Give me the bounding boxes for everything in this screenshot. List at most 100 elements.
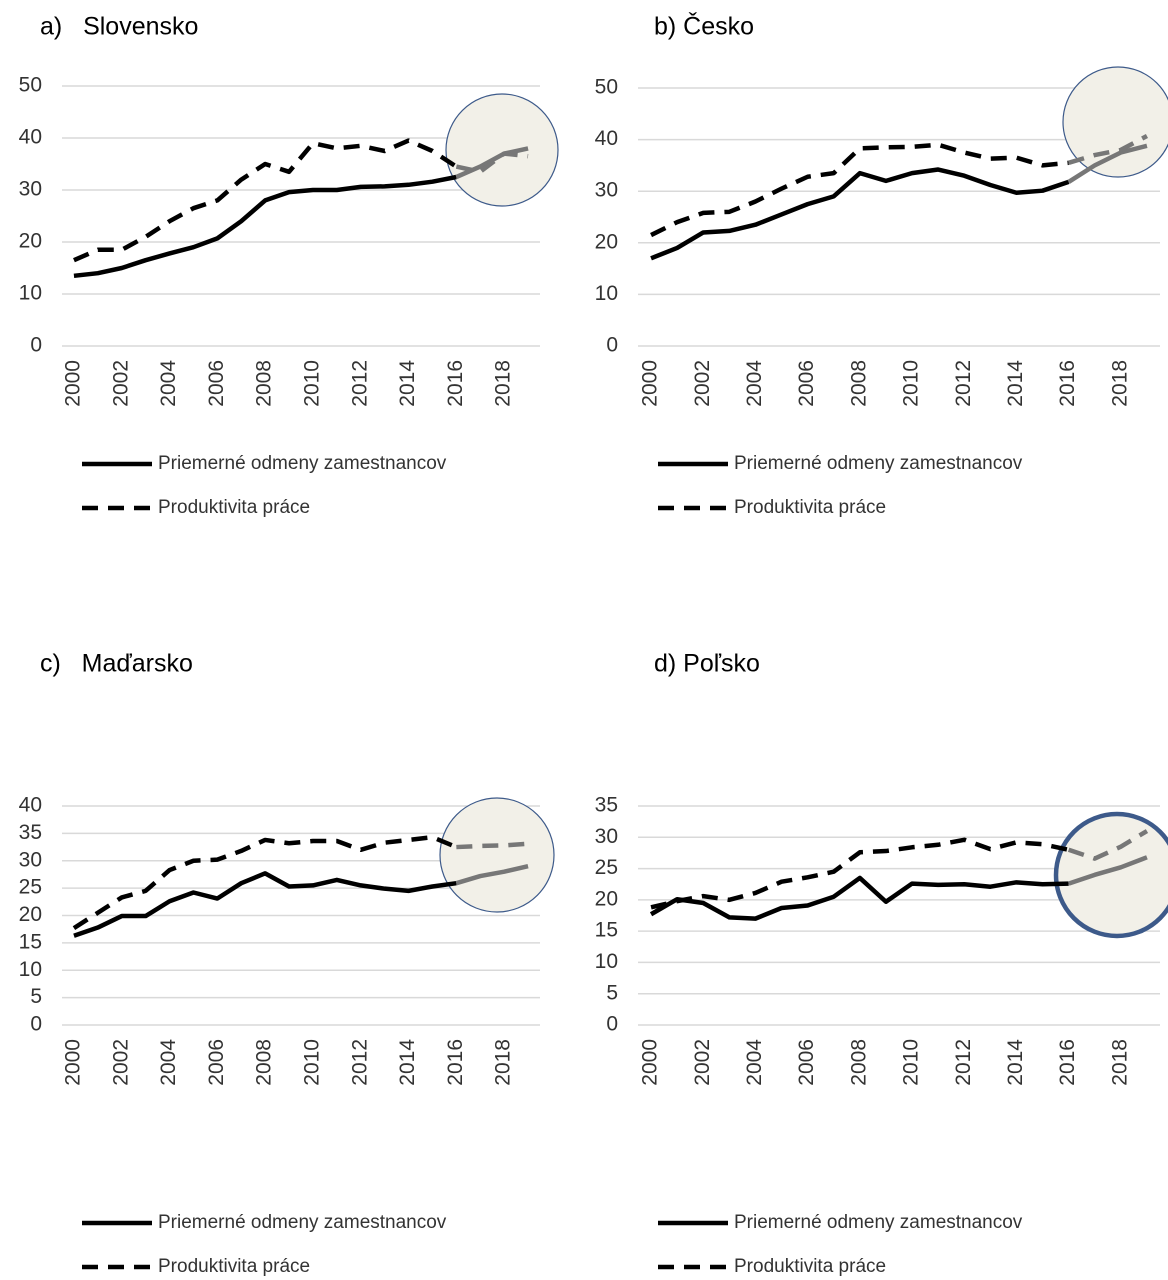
x-tick-label: 2000 xyxy=(61,360,84,407)
highlight-circle xyxy=(1053,811,1168,939)
legend-label: Produktivita práce xyxy=(158,497,310,518)
x-tick-label: 2010 xyxy=(300,1039,323,1086)
legend-label: Priemerné odmeny zamestnancov xyxy=(734,1212,1023,1233)
legend-label: Produktivita práce xyxy=(158,1256,310,1277)
series-line xyxy=(649,875,1069,921)
y-tick-label: 30 xyxy=(595,825,618,848)
y-tick-label: 25 xyxy=(595,856,618,879)
x-tick-label: 2004 xyxy=(743,1039,766,1086)
y-tick-label: 20 xyxy=(595,887,618,910)
y-tick-label: 10 xyxy=(595,950,618,973)
chart-title: b) Česko xyxy=(654,12,754,41)
y-tick-label: 35 xyxy=(595,794,618,817)
series-line xyxy=(73,871,457,938)
x-tick-label: 2004 xyxy=(743,360,766,407)
y-tick-label: 10 xyxy=(19,282,42,305)
x-tick-label: 2004 xyxy=(157,1039,180,1086)
x-tick-label: 2016 xyxy=(1056,360,1079,407)
x-tick-label: 2008 xyxy=(847,360,870,407)
series-line xyxy=(650,167,1070,261)
legend-label: Produktivita práce xyxy=(734,497,886,518)
x-tick-label: 2006 xyxy=(795,360,818,407)
x-tick-label: 2002 xyxy=(109,1039,132,1086)
highlight-circle xyxy=(439,797,555,913)
legend-label: Produktivita práce xyxy=(734,1256,886,1277)
series-line-highlight xyxy=(1067,143,1148,184)
y-tick-label: 20 xyxy=(19,903,42,926)
y-tick-label: 50 xyxy=(19,74,42,97)
y-tick-label: 15 xyxy=(19,930,42,953)
highlight-circle xyxy=(1062,66,1168,178)
y-tick-label: 10 xyxy=(595,282,618,305)
y-tick-label: 15 xyxy=(595,919,618,942)
legend-label: Priemerné odmeny zamestnancov xyxy=(158,453,447,474)
x-tick-label: 2014 xyxy=(396,360,419,407)
x-tick-label: 2012 xyxy=(952,360,975,407)
x-tick-label: 2018 xyxy=(1108,360,1131,407)
x-tick-label: 2016 xyxy=(1056,1039,1079,1086)
x-tick-label: 2012 xyxy=(348,360,371,407)
series-line-highlight xyxy=(456,841,529,850)
y-tick-label: 0 xyxy=(606,334,618,357)
series-line xyxy=(72,834,458,930)
y-tick-label: 10 xyxy=(19,958,42,981)
x-tick-label: 2014 xyxy=(1004,360,1027,407)
x-tick-label: 2016 xyxy=(444,1039,467,1086)
legend-label: Priemerné odmeny zamestnancov xyxy=(734,453,1023,474)
y-tick-label: 40 xyxy=(19,794,42,817)
series-line xyxy=(73,138,458,263)
y-tick-label: 50 xyxy=(595,76,618,99)
y-tick-label: 20 xyxy=(19,230,42,253)
y-tick-label: 0 xyxy=(30,1013,42,1036)
y-tick-label: 0 xyxy=(606,1013,618,1036)
series-line xyxy=(73,174,457,279)
x-tick-label: 2002 xyxy=(691,360,714,407)
series-line-highlight xyxy=(455,151,529,175)
y-tick-label: 30 xyxy=(595,179,618,202)
y-tick-label: 30 xyxy=(19,848,42,871)
series-line xyxy=(650,142,1069,238)
x-tick-label: 2000 xyxy=(639,360,662,407)
y-tick-label: 25 xyxy=(19,876,42,899)
x-tick-label: 2010 xyxy=(300,360,323,407)
x-tick-label: 2006 xyxy=(795,1039,818,1086)
series-line-highlight xyxy=(1067,829,1149,861)
x-tick-label: 2000 xyxy=(61,1039,84,1086)
x-tick-label: 2006 xyxy=(205,360,228,407)
highlight-circle xyxy=(445,93,559,207)
series-line-highlight xyxy=(455,864,529,886)
x-tick-label: 2006 xyxy=(205,1039,228,1086)
x-tick-label: 2010 xyxy=(900,360,923,407)
y-tick-label: 0 xyxy=(30,334,42,357)
x-tick-label: 2010 xyxy=(900,1039,923,1086)
chart-title: a) Slovensko xyxy=(40,13,198,41)
series-line-highlight xyxy=(1067,855,1148,886)
chart-title: c) Maďarsko xyxy=(40,650,193,678)
legend-label: Priemerné odmeny zamestnancov xyxy=(158,1212,447,1233)
x-tick-label: 2012 xyxy=(348,1039,371,1086)
x-tick-label: 2008 xyxy=(253,360,276,407)
x-tick-label: 2000 xyxy=(639,1039,662,1086)
x-tick-label: 2012 xyxy=(952,1039,975,1086)
x-tick-label: 2018 xyxy=(492,360,515,407)
y-tick-label: 5 xyxy=(606,981,618,1004)
y-tick-label: 30 xyxy=(19,178,42,201)
x-tick-label: 2018 xyxy=(1108,1039,1131,1086)
x-tick-label: 2002 xyxy=(691,1039,714,1086)
x-tick-label: 2016 xyxy=(444,360,467,407)
x-tick-label: 2018 xyxy=(492,1039,515,1086)
series-line-highlight xyxy=(1068,134,1149,165)
y-tick-label: 40 xyxy=(595,127,618,150)
series-line xyxy=(650,837,1070,910)
y-tick-label: 35 xyxy=(19,821,42,844)
x-tick-label: 2014 xyxy=(1004,1039,1027,1086)
x-tick-label: 2014 xyxy=(396,1039,419,1086)
x-tick-label: 2008 xyxy=(253,1039,276,1086)
x-tick-label: 2008 xyxy=(847,1039,870,1086)
x-tick-label: 2004 xyxy=(157,360,180,407)
y-tick-label: 40 xyxy=(19,126,42,149)
y-tick-label: 20 xyxy=(595,230,618,253)
y-tick-label: 5 xyxy=(30,985,42,1008)
x-tick-label: 2002 xyxy=(109,360,132,407)
